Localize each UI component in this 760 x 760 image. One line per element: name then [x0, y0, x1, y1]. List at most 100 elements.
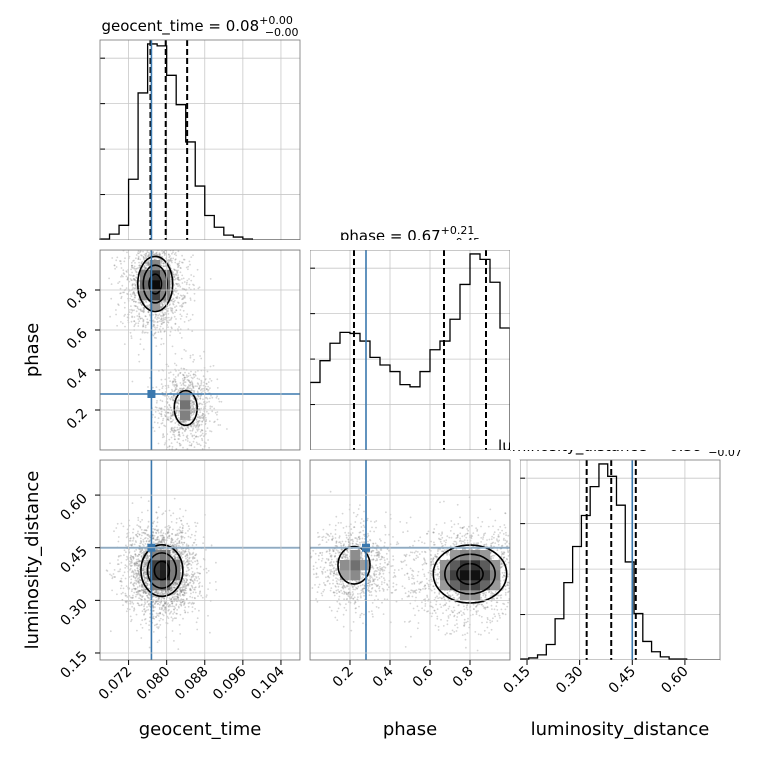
sample-point [173, 315, 176, 318]
sample-point [126, 555, 128, 558]
sample-point [184, 587, 187, 590]
sample-point [187, 268, 189, 271]
sample-point [205, 571, 208, 574]
sample-point [147, 264, 150, 267]
sample-point [207, 570, 210, 572]
sample-point [138, 315, 141, 318]
sample-point [167, 605, 170, 608]
sample-point [168, 319, 171, 322]
sample-point [145, 267, 148, 269]
sample-point [185, 428, 187, 431]
sample-point [174, 540, 177, 543]
sample-point [174, 258, 177, 261]
sample-point [170, 436, 173, 439]
sample-point [173, 276, 176, 278]
grid-lines [349, 250, 471, 450]
sample-point [198, 443, 201, 445]
panel-geocent_time_vs_phase [100, 249, 300, 451]
sample-point [181, 432, 184, 434]
sample-point [182, 543, 184, 546]
sample-point [182, 302, 184, 305]
sample-point [141, 310, 144, 312]
sample-point [205, 383, 208, 385]
sample-point [139, 537, 142, 540]
sample-point [114, 267, 116, 270]
sample-point [158, 603, 161, 606]
sample-point [168, 377, 170, 379]
histogram-luminosity_distance [519, 463, 720, 661]
sample-point [174, 376, 177, 378]
sample-point [105, 569, 108, 572]
sample-point [197, 414, 200, 416]
sample-point [125, 585, 128, 587]
sample-point [190, 279, 193, 282]
sample-point [182, 367, 185, 370]
sample-point [144, 315, 147, 317]
sample-point [180, 305, 183, 308]
sample-point [177, 534, 180, 536]
sample-point [152, 251, 155, 254]
sample-point [169, 543, 172, 546]
sample-point [144, 267, 147, 269]
sample-point [190, 256, 193, 258]
sample-point [158, 388, 161, 391]
sample-point [190, 376, 193, 379]
sample-point [209, 582, 211, 584]
sample-point [159, 611, 162, 614]
sample-point [168, 509, 171, 512]
sample-point [188, 287, 191, 289]
sample-point [125, 544, 127, 547]
sample-point [176, 297, 178, 299]
sample-point [159, 624, 162, 626]
sample-point [194, 538, 197, 541]
sample-point [135, 533, 138, 536]
sample-point [189, 299, 192, 301]
sample-point [121, 322, 124, 325]
sample-point [160, 264, 162, 267]
sample-point [186, 437, 189, 440]
sample-point [190, 370, 192, 373]
sample-point [132, 531, 134, 534]
sample-point [182, 277, 185, 280]
sample-point [124, 257, 126, 260]
sample-point [205, 420, 208, 423]
sample-point [114, 576, 116, 578]
sample-point [141, 310, 143, 312]
sample-point [186, 376, 188, 378]
sample-point [195, 621, 198, 624]
sample-point [164, 411, 167, 413]
sample-point [184, 592, 186, 595]
sample-point [179, 285, 182, 288]
sample-point [155, 313, 157, 316]
sample-point [174, 395, 177, 398]
sample-point [129, 615, 132, 618]
sample-point [178, 438, 180, 440]
sample-point [171, 397, 174, 400]
sample-point [184, 295, 186, 297]
sample-point [169, 371, 172, 374]
sample-point [145, 263, 147, 265]
sample-point [179, 526, 182, 529]
sample-point [159, 315, 162, 317]
sample-point [215, 561, 217, 564]
sample-point [187, 563, 190, 566]
sample-point [160, 378, 163, 381]
sample-point [188, 601, 191, 604]
sample-point [191, 586, 194, 589]
sample-point [188, 557, 191, 560]
sample-point [141, 551, 144, 554]
sample-point [141, 519, 144, 521]
sample-point [182, 387, 185, 390]
sample-point [125, 270, 128, 272]
sample-point [152, 538, 155, 540]
sample-point [131, 298, 134, 301]
sample-point [186, 281, 188, 284]
sample-point [198, 402, 201, 405]
sample-point [125, 558, 128, 561]
sample-point [178, 433, 181, 436]
sample-point [153, 253, 156, 256]
sample-point [117, 563, 120, 565]
sample-point [173, 434, 176, 436]
sample-point [183, 295, 186, 298]
sample-point [177, 434, 180, 437]
